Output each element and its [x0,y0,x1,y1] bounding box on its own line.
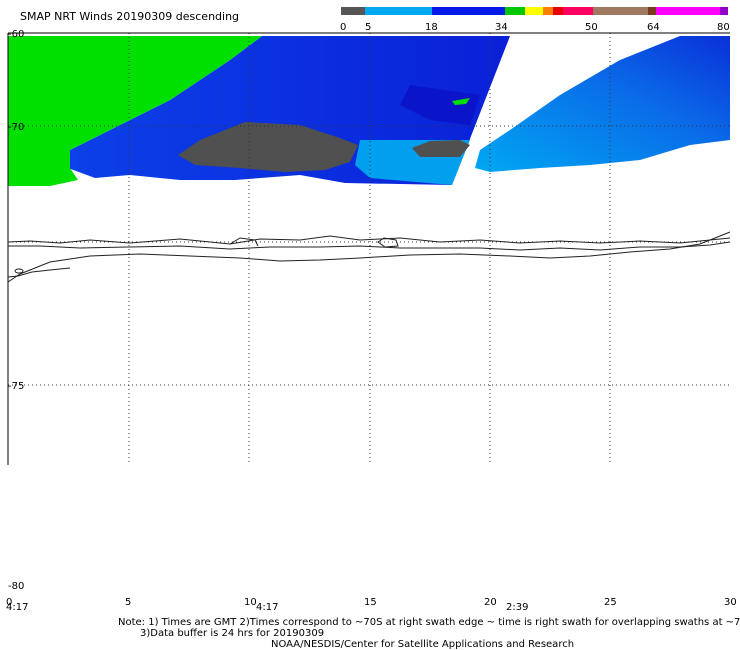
colorbar-segment [648,7,656,15]
swath-gale-speck [452,98,470,105]
note-line-1: Note: 1) Times are GMT 2)Times correspon… [118,617,740,628]
swath-gale-region [8,36,262,186]
ice-shelf-edge [7,235,731,245]
colorbar-segment [553,7,563,15]
colorbar-segment [432,7,505,15]
lon-label-25: 25 [604,597,617,608]
coast-bump-2 [377,237,399,248]
lon-label-30: 30 [724,597,737,608]
colorbar-segments [341,7,728,15]
colorbar-tick-50: 50 [585,22,598,33]
swath-calm-region-2 [412,140,470,157]
colorbar-segment [505,7,525,15]
colorbar-tick-0: 0 [340,22,346,33]
time-label-2: 4:17 [256,602,278,613]
colorbar-tick-18: 18 [425,22,438,33]
swath-calm-region [178,122,358,172]
colorbar: 0 5 18 34 50 64 80 [340,7,730,33]
coastline [7,231,731,283]
colorbar-segment [593,7,648,15]
time-label-1: 4:17 [6,602,28,613]
wind-swaths [8,36,730,186]
colorbar-segment [563,7,593,15]
colorbar-segment [656,7,720,15]
coast-inner-line [7,231,731,283]
colorbar-tick-5: 5 [365,22,371,33]
lat-label-75: -75 [8,381,24,392]
lon-label-20: 20 [484,597,497,608]
colorbar-tick-34: 34 [495,22,508,33]
colorbar-tick-labels: 0 5 18 34 50 64 80 [340,22,730,33]
coast-bump-1 [229,237,259,247]
map-title: SMAP NRT Winds 20190309 descending [20,10,239,23]
lon-label-0: 0 [6,597,12,608]
colorbar-segment [525,7,543,15]
lon-label-10: 10 [244,597,257,608]
note-line-3: NOAA/NESDIS/Center for Satellite Applica… [271,639,574,650]
colorbar-segment [543,7,553,15]
lon-label-5: 5 [125,597,131,608]
colorbar-segment [365,7,432,15]
lat-label-80: -80 [8,581,24,592]
time-label-3: 2:39 [506,602,528,613]
lat-label-60: -60 [8,29,24,40]
swath-right [475,36,730,172]
swath-left-strong-core [400,85,480,125]
colorbar-segment [341,7,365,15]
lat-label-70: -70 [8,122,24,133]
colorbar-tick-64: 64 [647,22,660,33]
coast-island-1 [14,268,24,274]
coast-inlet-left [7,267,71,278]
colorbar-tick-80: 80 [717,22,730,33]
ice-shelf-inner-edge [8,241,731,251]
note-line-2: 3)Data buffer is 24 hrs for 20190309 [140,628,324,639]
colorbar-segment [720,7,728,15]
lon-label-15: 15 [364,597,377,608]
